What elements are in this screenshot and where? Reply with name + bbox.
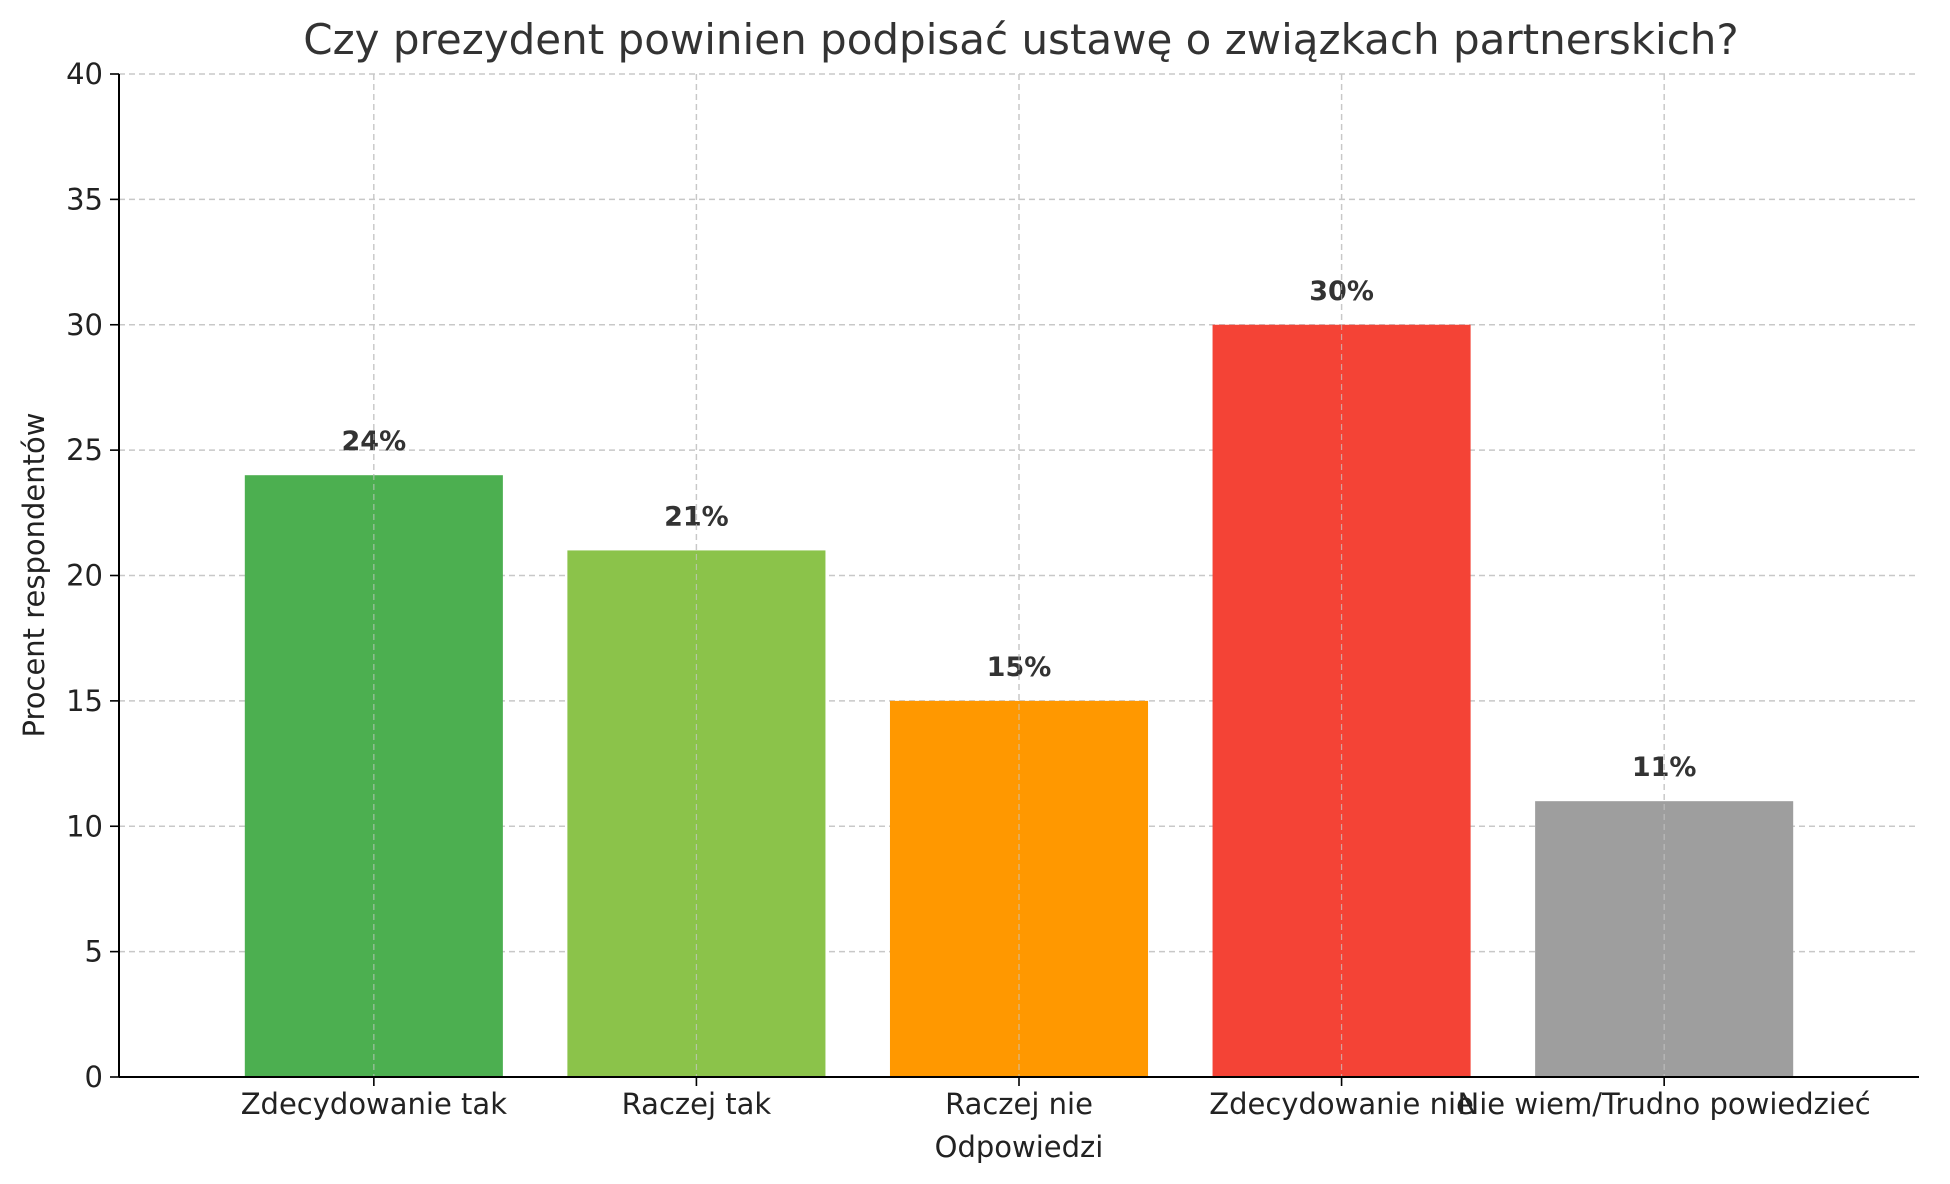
y-tick-label: 40 xyxy=(66,57,103,91)
axes: 0 5 10 15 20 25 30 35 40 Zdecydowanie tak Raczej t… xyxy=(66,57,1919,1121)
x-axis-label: Odpowiedzi xyxy=(935,1130,1104,1164)
data-label: 30% xyxy=(1309,276,1374,307)
y-tick-label: 5 xyxy=(85,935,103,969)
bar xyxy=(1212,324,1471,1077)
data-labels: 24%21%15%30%11% xyxy=(342,74,1696,1077)
y-tick-label: 0 xyxy=(85,1060,103,1094)
y-tick-label: 30 xyxy=(66,308,103,342)
x-tick-label: Raczej tak xyxy=(622,1087,772,1121)
y-axis-label: Procent respondentów xyxy=(17,413,51,738)
y-tick-label: 35 xyxy=(66,182,103,216)
data-label: 24% xyxy=(342,426,407,457)
y-tick-label: 25 xyxy=(66,433,103,467)
x-tick-label: Zdecydowanie nie xyxy=(1209,1087,1474,1121)
x-tick-label: Raczej nie xyxy=(945,1087,1093,1121)
chart-title: Czy prezydent powinien podpisać ustawę o… xyxy=(303,15,1738,64)
y-tick-label: 20 xyxy=(66,559,103,593)
y-tick-label: 15 xyxy=(66,684,103,718)
y-tick-label: 10 xyxy=(66,809,103,843)
x-tick-label: Nie wiem/Trudno powiedzieć xyxy=(1458,1087,1871,1121)
x-tick-label: Zdecydowanie tak xyxy=(241,1087,508,1121)
